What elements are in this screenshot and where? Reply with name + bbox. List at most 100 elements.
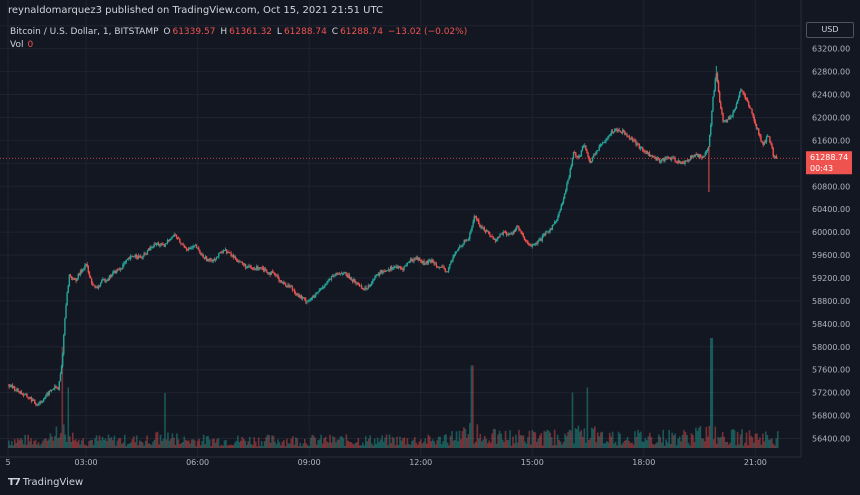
candle-body	[497, 237, 499, 240]
brand-name: TradingView	[22, 477, 84, 488]
candle-body	[219, 252, 221, 254]
candle-body	[387, 269, 390, 271]
symbol-name[interactable]: Bitcoin / U.S. Dollar, 1, BITSTAMP	[10, 27, 159, 37]
volume-bar	[171, 433, 174, 448]
candle-body	[735, 103, 738, 109]
volume-bar	[527, 437, 529, 448]
volume-bar	[64, 434, 67, 448]
candle-body	[148, 248, 151, 251]
volume-bar	[396, 436, 398, 448]
candle-body	[566, 183, 568, 191]
candle-body	[729, 116, 731, 119]
candle-body	[358, 283, 361, 287]
volume-bar	[147, 443, 150, 448]
tradingview-logo[interactable]: T7 TradingView	[8, 477, 83, 488]
candle-body	[446, 271, 449, 273]
candle-body	[718, 92, 721, 103]
volume-bar	[204, 444, 206, 448]
volume-bar	[281, 441, 284, 448]
volume-bar	[66, 441, 68, 448]
volume-bar	[180, 443, 183, 448]
candle-body	[22, 394, 25, 396]
candle-body	[344, 272, 346, 273]
volume-bar	[653, 444, 656, 448]
volume-bar	[498, 430, 501, 448]
candle-body	[421, 260, 423, 264]
candle-body	[623, 129, 625, 132]
candle-body	[568, 177, 570, 180]
candle-body	[315, 292, 317, 296]
volume-bar	[699, 425, 702, 448]
candle-body	[307, 299, 309, 302]
currency-button[interactable]: USD	[806, 22, 854, 38]
candle-body	[90, 278, 93, 284]
volume-bar	[549, 432, 551, 448]
candle-body	[395, 266, 397, 268]
candle-body	[163, 244, 165, 247]
candle-body	[517, 226, 519, 228]
volume-bar	[250, 443, 253, 448]
volume-bar	[754, 433, 757, 448]
candle-body	[442, 266, 444, 268]
volume-bar	[510, 445, 513, 448]
volume-label[interactable]: Vol	[10, 40, 24, 50]
price-tick-label: 56400.00	[812, 435, 850, 444]
candle-body	[15, 390, 17, 392]
volume-bar	[323, 438, 325, 448]
volume-bar	[443, 434, 446, 448]
candle-body	[363, 288, 365, 290]
volume-bar	[629, 443, 632, 448]
candle-body	[140, 255, 142, 258]
candle-body	[349, 277, 352, 279]
volume-bar	[449, 435, 452, 448]
volume-bar	[660, 442, 663, 448]
volume-bar	[179, 444, 181, 448]
volume-bar	[546, 429, 549, 448]
volume-bar	[543, 431, 546, 448]
volume-bar	[196, 440, 199, 448]
volume-bar	[60, 432, 62, 448]
candle-body	[108, 275, 111, 280]
volume-bar	[652, 443, 654, 448]
volume-bar	[324, 436, 327, 448]
candle-body	[266, 270, 268, 273]
volume-bar	[271, 435, 273, 448]
volume-bar	[205, 436, 208, 448]
volume-bar	[312, 435, 315, 448]
candle-body	[36, 405, 38, 406]
volume-bar	[489, 442, 492, 448]
candle-body	[172, 236, 174, 238]
candle-body	[553, 222, 556, 225]
candle-body	[287, 285, 289, 287]
volume-bar	[45, 438, 47, 448]
volume-bar	[445, 434, 447, 448]
candle-body	[657, 157, 660, 159]
volume-bar	[583, 428, 586, 448]
volume-bar	[347, 440, 349, 448]
volume-bar	[302, 443, 305, 448]
candle-body	[87, 266, 90, 273]
candle-body	[214, 258, 217, 261]
candle-body	[635, 141, 637, 145]
candle-body	[159, 245, 161, 246]
volume-bar	[428, 436, 431, 448]
candle-body	[166, 240, 169, 244]
candle-body	[599, 144, 602, 146]
volume-bar	[112, 440, 114, 448]
volume-bar	[663, 445, 666, 448]
volume-bar	[637, 429, 639, 448]
volume-bar	[513, 443, 516, 448]
volume-bar	[296, 438, 299, 448]
volume-bar	[684, 432, 687, 448]
volume-bar	[769, 439, 772, 448]
volume-bar	[183, 436, 186, 448]
candle-body	[251, 268, 253, 270]
volume-bar	[611, 431, 614, 448]
volume-bar	[397, 444, 400, 448]
volume-bar	[736, 431, 739, 448]
candle-body	[537, 240, 539, 244]
volume-bar	[439, 436, 441, 448]
candle-body	[464, 239, 467, 241]
volume-bar	[104, 438, 107, 448]
